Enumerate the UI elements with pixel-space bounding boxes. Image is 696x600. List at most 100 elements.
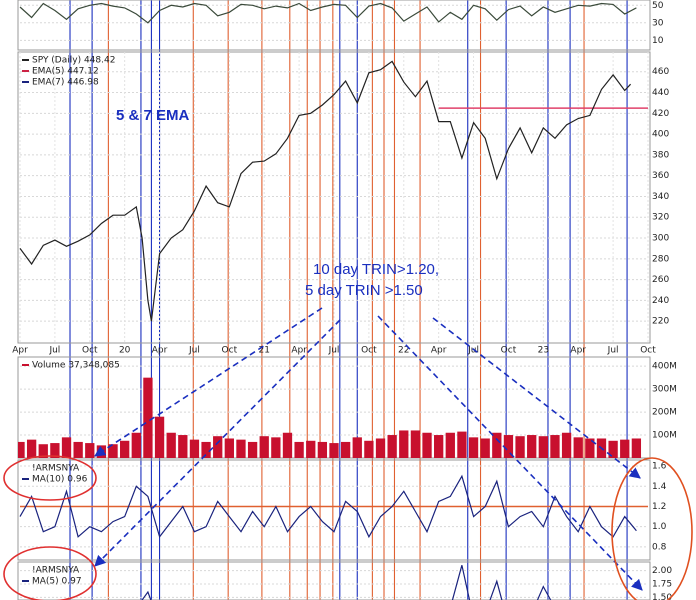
x-tick-label: Oct: [501, 346, 517, 356]
legend-label: SPY (Daily) 448.42: [32, 56, 115, 66]
bar: [340, 441, 351, 458]
y-tick-label: 10: [652, 36, 664, 46]
y-tick-label: 360: [652, 171, 669, 181]
x-tick-label: Jul: [188, 346, 200, 356]
x-tick-label: Apr: [570, 346, 586, 356]
y-tick-label: 320: [652, 213, 669, 223]
bar: [131, 432, 141, 458]
bar: [608, 440, 618, 458]
y-tick-label: 340: [652, 192, 669, 202]
x-tick-label: Apr: [12, 346, 28, 356]
y-tick-label: 1.0: [652, 522, 667, 532]
y-tick-label: 1.50: [652, 593, 672, 600]
y-tick-label: 2.00: [652, 566, 672, 576]
panel: 100M 200M 300M 400M Volume 37,348,085: [17, 356, 677, 459]
y-tick-label: 100M: [652, 431, 677, 441]
annotation: 10 day TRIN>1.20,: [313, 261, 439, 278]
bar: [317, 441, 328, 458]
y-tick-label: 1.2: [652, 502, 666, 512]
x-tick-label: Oct: [640, 346, 656, 356]
annotation: 5 & 7 EMA: [116, 107, 190, 124]
x-tick-label: 21: [258, 346, 269, 356]
bar: [38, 444, 48, 458]
series-line: [19, 474, 637, 539]
arrow: [377, 315, 643, 591]
data-group: [19, 2, 637, 24]
arrow: [94, 307, 323, 457]
legend-label: Volume 37,348,085: [32, 361, 120, 371]
bar: [585, 438, 595, 458]
y-tick-label: 300: [652, 234, 669, 244]
bar: [120, 440, 130, 458]
legend-label: EMA(5) 447.12: [32, 67, 99, 77]
panel: 220 240 260 280 300 320 340 360 380 400 420 440 460 A…: [12, 51, 669, 356]
bar: [18, 441, 25, 458]
x-tick-label: Apr: [431, 346, 447, 356]
legend-label: MA(10) 0.96: [32, 475, 88, 485]
bar: [573, 437, 583, 458]
arrow: [432, 317, 641, 479]
y-tick-label: 280: [652, 254, 669, 264]
y-tick-label: 50: [652, 1, 664, 11]
y-tick-label: 220: [652, 317, 669, 327]
bar: [143, 377, 153, 458]
bar: [282, 432, 293, 458]
bar: [73, 441, 83, 458]
bar: [61, 437, 72, 458]
bar: [445, 432, 455, 458]
panel-frame: [17, 561, 651, 600]
bar: [561, 432, 572, 458]
bar: [247, 441, 258, 458]
bar: [189, 439, 200, 458]
annotation: 5 day TRIN >1.50: [305, 282, 423, 299]
highlight-ellipse: [611, 457, 693, 600]
y-tick-label: 0.8: [652, 542, 667, 552]
bar: [306, 440, 316, 458]
bar: [50, 443, 60, 458]
x-tick-label: Oct: [361, 346, 377, 356]
y-tick-label: 240: [652, 296, 669, 306]
bar: [492, 432, 502, 458]
bar: [434, 435, 444, 458]
panel-title: !ARMSNYA: [32, 464, 80, 474]
bar: [399, 430, 409, 458]
bar: [26, 439, 37, 458]
y-tick-label: 400: [652, 130, 669, 140]
x-tick-label: Oct: [82, 346, 98, 356]
x-tick-label: Jul: [48, 346, 60, 356]
bar: [224, 438, 234, 458]
panel-frame: [17, 459, 651, 561]
bar: [329, 443, 339, 458]
bar: [527, 435, 537, 458]
series-line: [19, 2, 637, 24]
x-tick-label: Jul: [328, 346, 340, 356]
x-tick-label: 23: [538, 346, 549, 356]
bar: [457, 431, 467, 458]
bar: [166, 432, 176, 458]
bar: [364, 440, 374, 458]
bar: [259, 436, 269, 458]
bar: [422, 432, 432, 458]
y-tick-label: 1.4: [652, 482, 667, 492]
bar: [550, 435, 560, 458]
panel: 50 30 10: [17, 0, 664, 51]
x-tick-label: Apr: [291, 346, 307, 356]
legend-label: MA(5) 0.97: [32, 577, 82, 587]
legend-label: EMA(7) 446.98: [32, 78, 99, 88]
bar: [410, 430, 421, 458]
data-group: [19, 474, 648, 539]
bar: [468, 437, 479, 458]
panel-frame: [17, 0, 651, 51]
y-tick-label: 420: [652, 109, 669, 119]
x-tick-label: Jul: [607, 346, 619, 356]
highlight-ellipse: [3, 455, 97, 501]
y-tick-label: 1.75: [652, 579, 672, 589]
x-tick-label: Apr: [152, 346, 168, 356]
bar: [387, 435, 397, 458]
bar: [85, 443, 95, 458]
data-group: [19, 60, 648, 322]
x-tick-label: Oct: [222, 346, 238, 356]
